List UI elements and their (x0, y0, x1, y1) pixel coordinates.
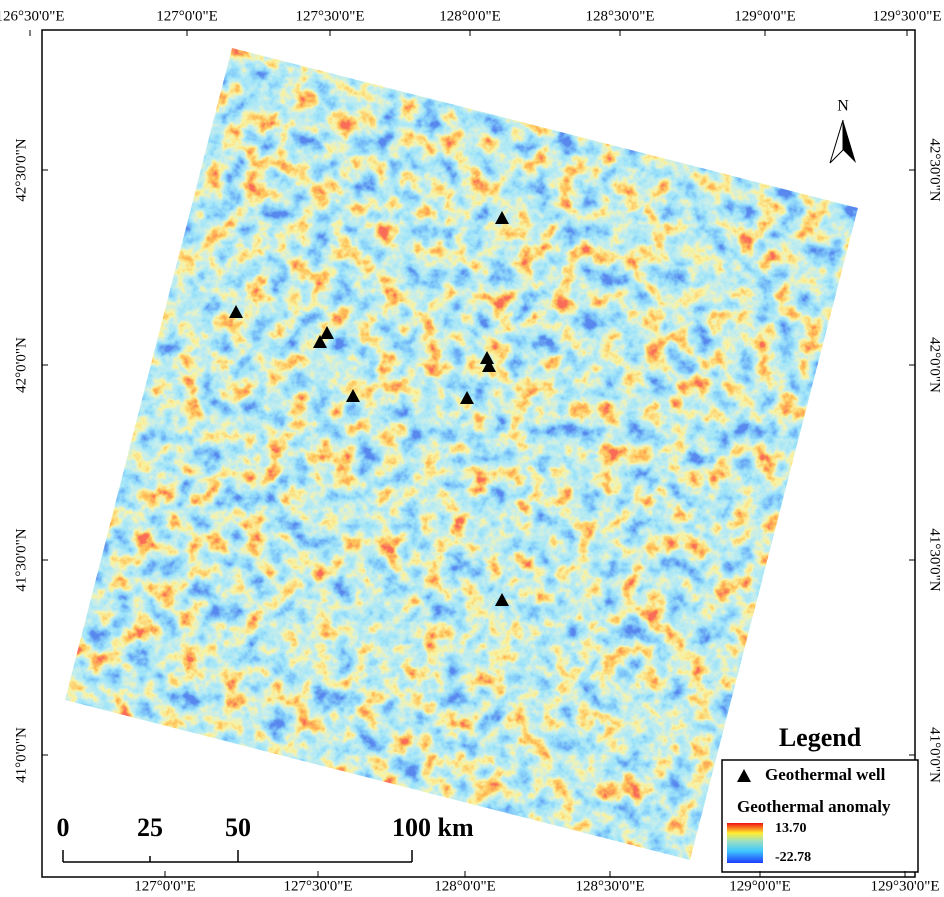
top-coordinate-label: 126°30'0"E (0, 8, 65, 24)
right-coordinate-label: 41°30'0"N (927, 528, 943, 591)
legend-well: Geothermal well (765, 765, 886, 784)
scale-label: 50 (225, 813, 251, 842)
bottom-coordinate-label: 129°0'0"E (729, 878, 791, 894)
top-coordinate-label: 128°30'0"E (586, 8, 655, 24)
right-coordinate-label: 41°0'0"N (927, 727, 943, 783)
bottom-coordinate-label: 128°0'0"E (434, 878, 496, 894)
legend-max: 13.70 (775, 821, 807, 836)
bottom-coordinate-label: 129°30'0"E (871, 878, 940, 894)
left-coordinate-label: 42°0'0"N (13, 337, 29, 393)
scale-label: 25 (137, 813, 163, 842)
scale-label: 0 (57, 813, 70, 842)
map: N Legend Geothermal well Geothermal anom… (0, 0, 944, 897)
bottom-coordinate-label: 128°30'0"E (576, 878, 645, 894)
left-coordinate-label: 42°30'0"N (13, 138, 29, 201)
right-coordinate-label: 42°0'0"N (927, 337, 943, 393)
top-coordinate-label: 127°0'0"E (156, 8, 218, 24)
legend-title: Legend (779, 723, 862, 752)
top-coordinate-label: 129°30'0"E (873, 8, 942, 24)
top-coordinate-label: 128°0'0"E (439, 8, 501, 24)
bottom-coordinate-label: 127°0'0"E (134, 878, 196, 894)
legend-min: -22.78 (775, 850, 811, 865)
north-label: N (837, 98, 849, 115)
scale-label: 100 km (392, 813, 474, 842)
bottom-coordinate-label: 127°30'0"E (284, 878, 353, 894)
right-coordinate-label: 42°30'0"N (927, 138, 943, 201)
top-coordinate-label: 129°0'0"E (734, 8, 796, 24)
top-coordinate-label: 127°30'0"E (296, 8, 365, 24)
legend-anomaly: Geothermal anomaly (737, 797, 891, 816)
left-coordinate-label: 41°0'0"N (13, 727, 29, 783)
left-coordinate-label: 41°30'0"N (13, 528, 29, 591)
legend: Geothermal well Geothermal anomaly 13.70… (722, 760, 918, 872)
